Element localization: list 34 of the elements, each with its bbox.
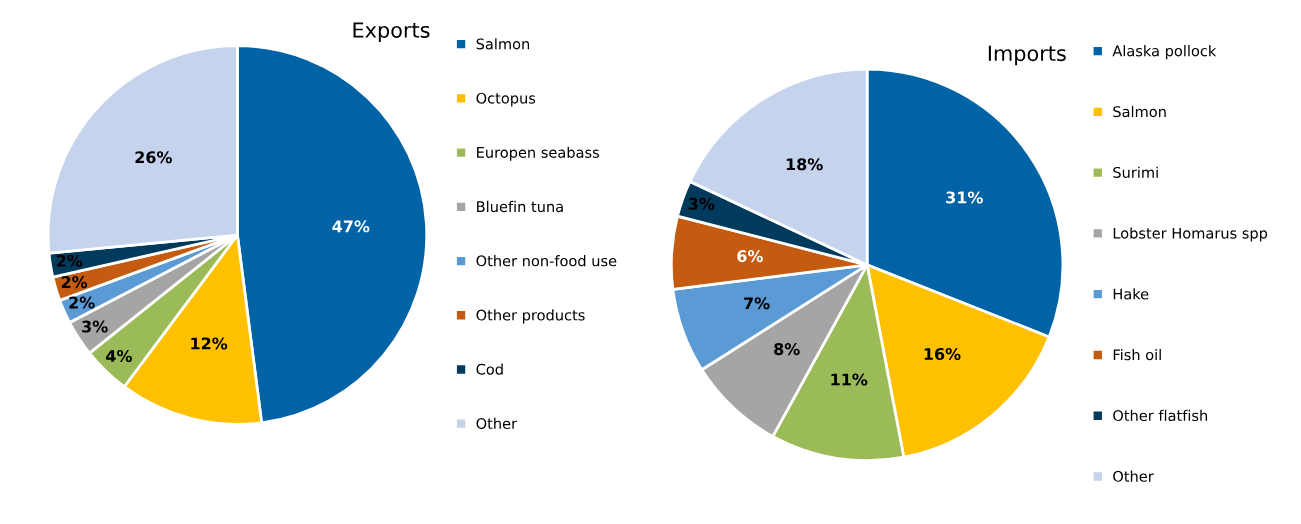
- data-label: 18%: [786, 158, 823, 171]
- legend-label: Alaska pollock: [1112, 45, 1217, 60]
- data-label: 31%: [946, 191, 983, 204]
- data-label: 47%: [332, 220, 370, 233]
- data-label: 3%: [688, 197, 715, 210]
- data-label: 6%: [737, 250, 763, 263]
- legend-label: Other: [1113, 470, 1154, 482]
- data-label: 4%: [106, 349, 132, 363]
- legend-label: Other flatfish: [1113, 409, 1208, 422]
- legend-label: Salmon: [1113, 105, 1166, 118]
- data-label: 12%: [191, 337, 228, 350]
- data-label: 8%: [774, 343, 800, 356]
- legend-label: Hake: [1113, 288, 1149, 300]
- data-label: 7%: [744, 297, 770, 310]
- legend-label: Cod: [476, 363, 503, 375]
- legend-label: Surimi: [1113, 166, 1158, 178]
- chart-title: Exports: [353, 22, 430, 42]
- data-label: 2%: [56, 254, 83, 267]
- legend-label: Other products: [476, 309, 585, 324]
- legend-label: Bluefin tuna: [477, 200, 563, 213]
- legend-label: Octopus: [476, 92, 536, 107]
- data-label: 26%: [135, 151, 172, 164]
- legend-label: Other non-food use: [476, 255, 617, 267]
- data-label: 2%: [61, 276, 88, 289]
- data-label: 2%: [69, 296, 95, 309]
- legend-label: Europen seabass: [477, 146, 599, 161]
- legend-label: Lobster Homarus spp: [1113, 227, 1268, 242]
- legend-label: Salmon: [476, 38, 530, 50]
- chart-title: Imports: [988, 45, 1066, 66]
- data-label: 3%: [82, 320, 108, 333]
- data-label: 16%: [924, 347, 961, 361]
- legend-label: Fish oil: [1113, 349, 1161, 361]
- data-label: 11%: [831, 373, 868, 386]
- legend-label: Other: [476, 417, 518, 430]
